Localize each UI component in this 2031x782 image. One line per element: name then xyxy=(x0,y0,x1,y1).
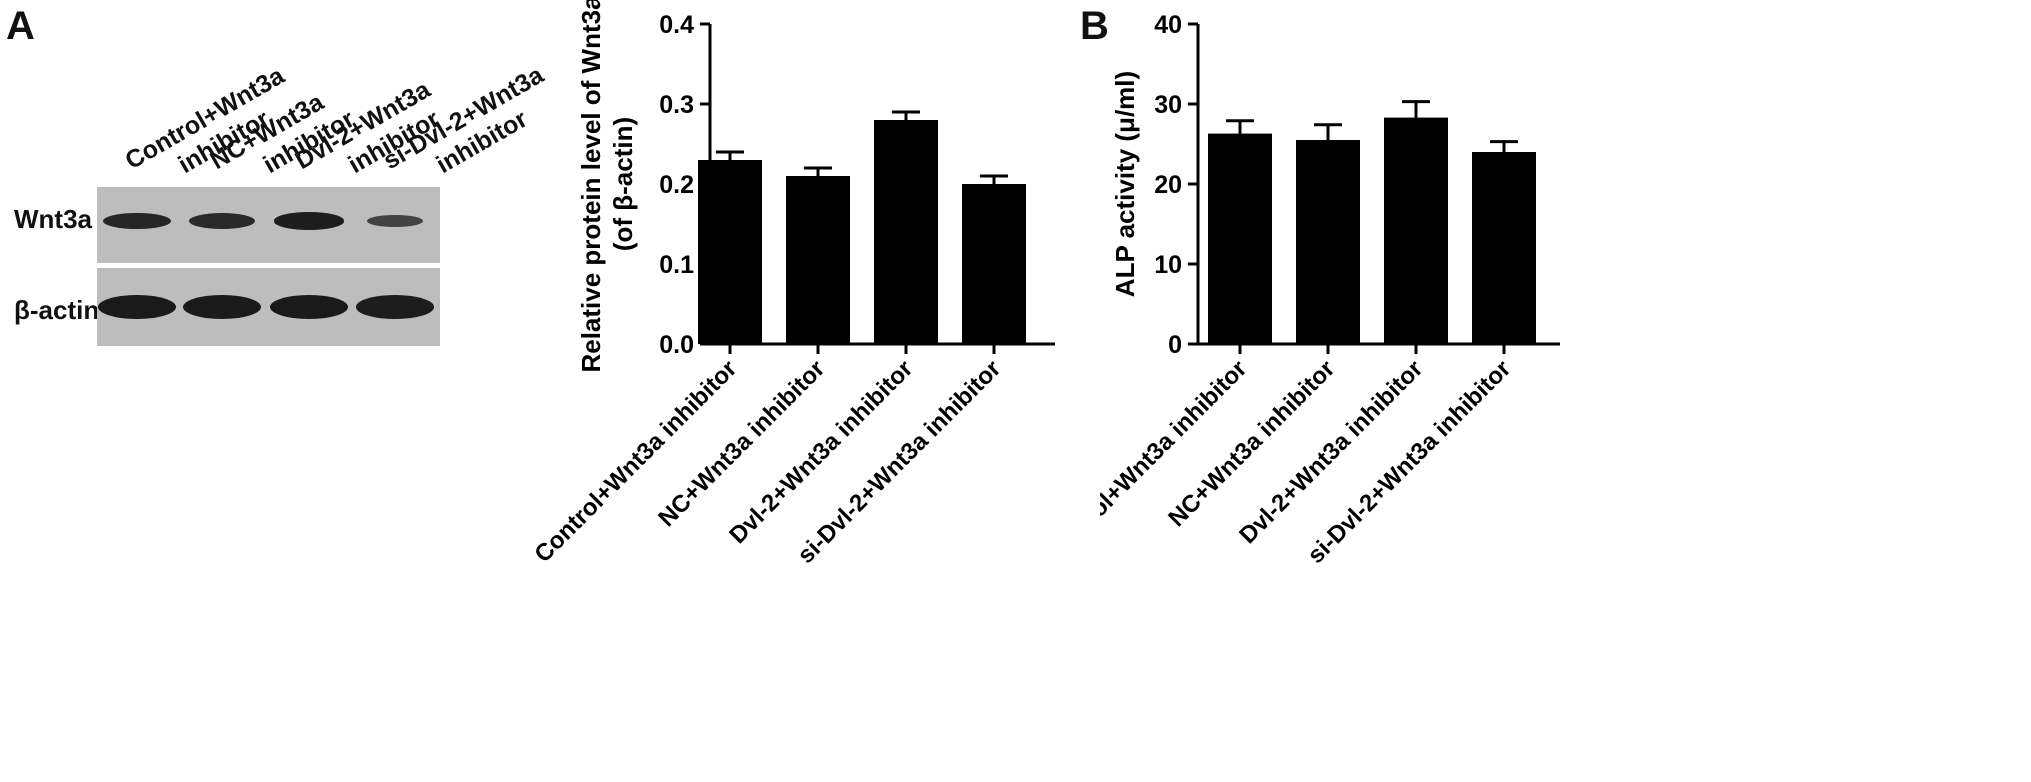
y-tick-label: 30 xyxy=(1154,91,1182,119)
blot-row-label-beta-actin: β-actin xyxy=(14,295,100,325)
blot-band xyxy=(98,295,176,319)
y-tick-label: 0.3 xyxy=(659,91,694,119)
panel-b-label: B xyxy=(1080,4,1109,48)
y-tick-label: 0 xyxy=(1168,331,1182,359)
y-tick-label: 0.1 xyxy=(659,251,694,279)
blot-band xyxy=(356,295,434,319)
y-tick-label: 0.4 xyxy=(659,11,694,39)
bar xyxy=(786,176,850,344)
bar xyxy=(1208,133,1272,344)
y-tick-label: 10 xyxy=(1154,251,1182,279)
bar xyxy=(962,184,1026,344)
blot-band xyxy=(183,295,261,319)
blot-band xyxy=(270,295,348,319)
blot-band xyxy=(103,212,171,230)
blot-strip-beta-actin xyxy=(97,268,440,346)
y-tick-label: 20 xyxy=(1154,171,1182,199)
y-tick-label: 0.2 xyxy=(659,171,694,199)
wnt3a-protein-chart: 0.0 0.1 0.2 0.3 0.4 Relative protein level of… xyxy=(529,0,1055,569)
bar xyxy=(874,120,938,344)
bar xyxy=(1296,140,1360,344)
bar xyxy=(1384,117,1448,344)
y-axis-label: ALP activity (μ/ml) xyxy=(1110,71,1140,297)
y-tick-label: 40 xyxy=(1154,11,1182,39)
blot-band xyxy=(273,212,345,230)
x-tick-label: NC+Wnt3a inhibitor xyxy=(1163,355,1340,532)
y-axis-label: Relative protein level of Wnt3a xyxy=(576,0,606,373)
x-tick-label: NC+Wnt3a inhibitor xyxy=(653,355,830,532)
y-axis-label: (of β-actin) xyxy=(608,117,638,251)
panel-a-label: A xyxy=(6,4,35,48)
bar xyxy=(1472,152,1536,344)
blot-band xyxy=(366,214,424,228)
blot-strip-wnt3a xyxy=(97,187,440,263)
blot-band xyxy=(188,213,256,229)
y-tick-label: 0.0 xyxy=(659,331,694,359)
blot-row-label-wnt3a: Wnt3a xyxy=(14,204,92,234)
bar xyxy=(698,160,762,344)
